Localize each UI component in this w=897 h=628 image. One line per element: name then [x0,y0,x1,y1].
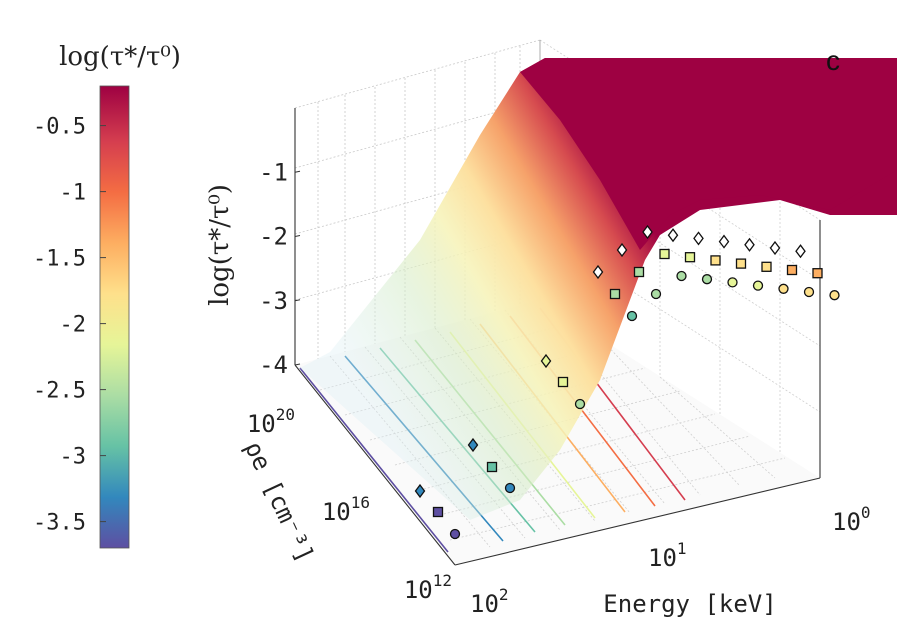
y-tick-label: 1012 [404,571,452,604]
z-tick-mark [294,363,301,366]
colorbar-tick-label: -2 [60,313,87,338]
colorbar-tick-label: -2.5 [33,379,86,404]
diamond-marker [592,264,604,280]
diamond-marker [693,231,704,246]
diamond-marker [540,353,552,369]
diamond-marker [795,244,806,259]
colorbar-tick-label: -0.5 [33,115,86,140]
plot-3d: -1 -2 -3 -4 log(τ*/τ⁰) 1020 1016 1012 ρe [cm⁻… [205,39,897,618]
diamond-marker [467,437,479,453]
z-tick-label: -1 [259,158,288,186]
diamond-marker [616,242,628,258]
z-tick-label: -3 [259,287,288,315]
square-marker [659,248,670,260]
square-marker [432,506,444,518]
square-marker [557,376,569,388]
circle-marker [574,398,586,410]
circle-marker [701,274,713,285]
z-tick-mark [294,170,301,173]
y-axis-label: ρe [cm⁻³] [239,437,319,567]
circle-marker [778,283,789,294]
circle-marker [727,277,738,288]
colorbar-title: log(τ*/τ⁰) [59,42,181,72]
colorbar: log(τ*/τ⁰) -0.5 -1 -1.5 -2 -2.5 -3 -3.5 [33,42,181,549]
z-tick-label: -2 [259,223,288,251]
square-marker [761,261,772,272]
circle-marker [449,528,461,540]
contour-line [299,367,449,553]
square-marker [633,266,645,278]
diamond-marker [642,224,653,240]
x-tick-label: 102 [470,585,509,618]
colorbar-tick-label: -1.5 [33,247,86,272]
colorbar-ticks: -0.5 -1 -1.5 -2 -2.5 -3 -3.5 [33,115,106,536]
surface-plateau [520,58,897,250]
colorbar-tick-label: -3.5 [33,511,86,536]
y-tick-label: 1020 [247,405,295,438]
x-axis-ticks: 100 101 102 [470,503,871,618]
square-marker [735,258,747,269]
diamond-marker [414,483,426,499]
diamond-marker [718,234,730,249]
square-marker [609,288,621,300]
colorbar-tick-label: -3 [60,445,87,470]
circle-marker [504,482,516,494]
circle-marker [829,290,840,301]
colorbar-tick-label: -1 [60,181,87,206]
circle-marker [650,288,662,300]
square-marker [684,252,696,263]
circle-marker [626,310,638,322]
x-tick-label: 100 [832,503,871,536]
z-tick-label: -4 [259,351,288,379]
circle-marker [676,270,687,282]
x-axis-label: Energy [keV] [603,590,776,618]
diamond-marker [769,240,781,256]
circle-marker [752,280,764,291]
square-marker [710,255,721,266]
square-marker [786,264,798,276]
colorbar-gradient [99,85,130,549]
z-tick-mark [294,235,301,237]
square-marker [812,268,823,279]
y-tick-label: 1016 [322,493,370,526]
diamond-marker [744,237,755,252]
marker-series [414,224,840,540]
square-marker [486,461,498,473]
circle-marker [803,286,815,298]
x-tick-label: 101 [648,539,687,572]
z-axis-ticks: -1 -2 -3 -4 [259,158,301,379]
y-axis-ticks: 1020 1016 1012 [247,405,452,604]
z-tick-mark [294,299,301,302]
panel-label: c [826,45,840,76]
surface [300,58,897,520]
z-axis-label: log(τ*/τ⁰) [205,184,235,306]
diamond-marker [667,228,679,243]
